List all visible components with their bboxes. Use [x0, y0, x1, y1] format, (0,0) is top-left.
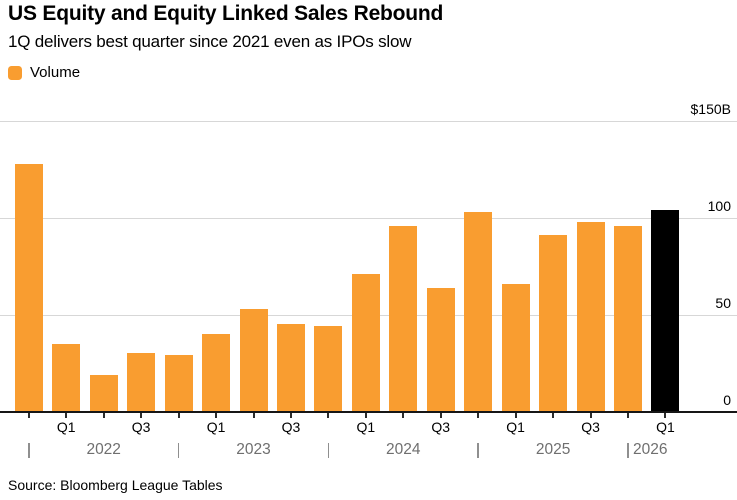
x-axis-label-q3-2023: Q3 — [281, 419, 301, 435]
x-axis-label-q1-2023: Q1 — [206, 419, 226, 435]
x-tick-3 — [140, 412, 143, 418]
bar-q1-2026 — [651, 210, 680, 412]
bar-q2-2022 — [89, 374, 118, 412]
bar-q3-2025 — [576, 221, 605, 412]
year-label-2023: 2023 — [236, 441, 271, 458]
gridline-100 — [0, 217, 737, 219]
bar-q1-2022 — [52, 343, 81, 412]
x-axis-label-q1-2025: Q1 — [506, 419, 525, 435]
x-tick-0 — [27, 412, 30, 418]
x-axis-label-q1-2022: Q1 — [56, 419, 76, 435]
bar-q2-2023 — [239, 308, 268, 412]
bar-q1-2023 — [202, 334, 231, 412]
year-separator-2 — [327, 443, 330, 458]
x-tick-16 — [627, 412, 629, 418]
year-label-2022: 2022 — [86, 441, 121, 458]
x-tick-17 — [664, 412, 667, 418]
y-axis-label-150: $150B — [690, 101, 731, 117]
bar-q1-2025 — [501, 283, 530, 412]
year-separator-0 — [28, 443, 30, 458]
x-axis-label-q1-2026: Q1 — [656, 419, 675, 435]
y-axis-label-0: 0 — [723, 391, 731, 408]
x-axis-label-q3-2024: Q3 — [431, 419, 451, 435]
x-tick-11 — [439, 412, 442, 418]
x-tick-13 — [514, 412, 517, 418]
y-axis-label-100: 100 — [707, 197, 731, 214]
gridline-150 — [0, 121, 737, 122]
x-tick-4 — [177, 412, 180, 418]
year-separator-3 — [477, 443, 479, 458]
bar-q4-2025 — [614, 225, 642, 412]
x-tick-15 — [589, 412, 592, 418]
x-tick-14 — [552, 412, 555, 418]
year-separator-4 — [627, 443, 629, 458]
x-tick-5 — [215, 412, 218, 418]
y-axis-label-50: 50 — [715, 294, 731, 311]
bar-q3-2023 — [276, 324, 305, 412]
bar-q2-2025 — [539, 235, 568, 412]
bar-q4-2023 — [314, 326, 343, 412]
x-axis-label-q1-2024: Q1 — [356, 419, 376, 435]
year-separator-1 — [177, 443, 180, 458]
year-label-2025: 2025 — [535, 441, 571, 458]
year-label-2024: 2024 — [386, 441, 421, 458]
bar-q2-2024 — [389, 225, 418, 412]
bar-q4-2022 — [164, 355, 193, 412]
source-note: Source: Bloomberg League Tables — [8, 477, 223, 493]
x-tick-2 — [102, 412, 105, 418]
bar-q3-2022 — [127, 353, 156, 412]
x-tick-8 — [327, 412, 330, 418]
x-tick-6 — [252, 412, 255, 418]
x-axis-label-q3-2022: Q3 — [131, 419, 151, 435]
bar-q4-2024 — [464, 212, 493, 412]
x-tick-1 — [65, 412, 68, 418]
chart-subtitle: 1Q delivers best quarter since 2021 even… — [8, 32, 412, 51]
year-label-2026: 2026 — [633, 441, 668, 458]
x-tick-10 — [402, 412, 405, 418]
x-tick-12 — [477, 412, 480, 418]
x-axis-line — [0, 410, 737, 413]
legend-label-volume: Volume — [30, 64, 81, 81]
legend-swatch-volume — [8, 66, 22, 80]
bar-q4-2021 — [14, 163, 43, 412]
chart-title: US Equity and Equity Linked Sales Reboun… — [8, 2, 444, 25]
x-tick-7 — [289, 412, 292, 418]
bar-q3-2024 — [426, 287, 455, 412]
x-tick-9 — [364, 412, 367, 418]
bar-q1-2024 — [351, 273, 380, 412]
x-axis-label-q3-2025: Q3 — [581, 419, 600, 435]
